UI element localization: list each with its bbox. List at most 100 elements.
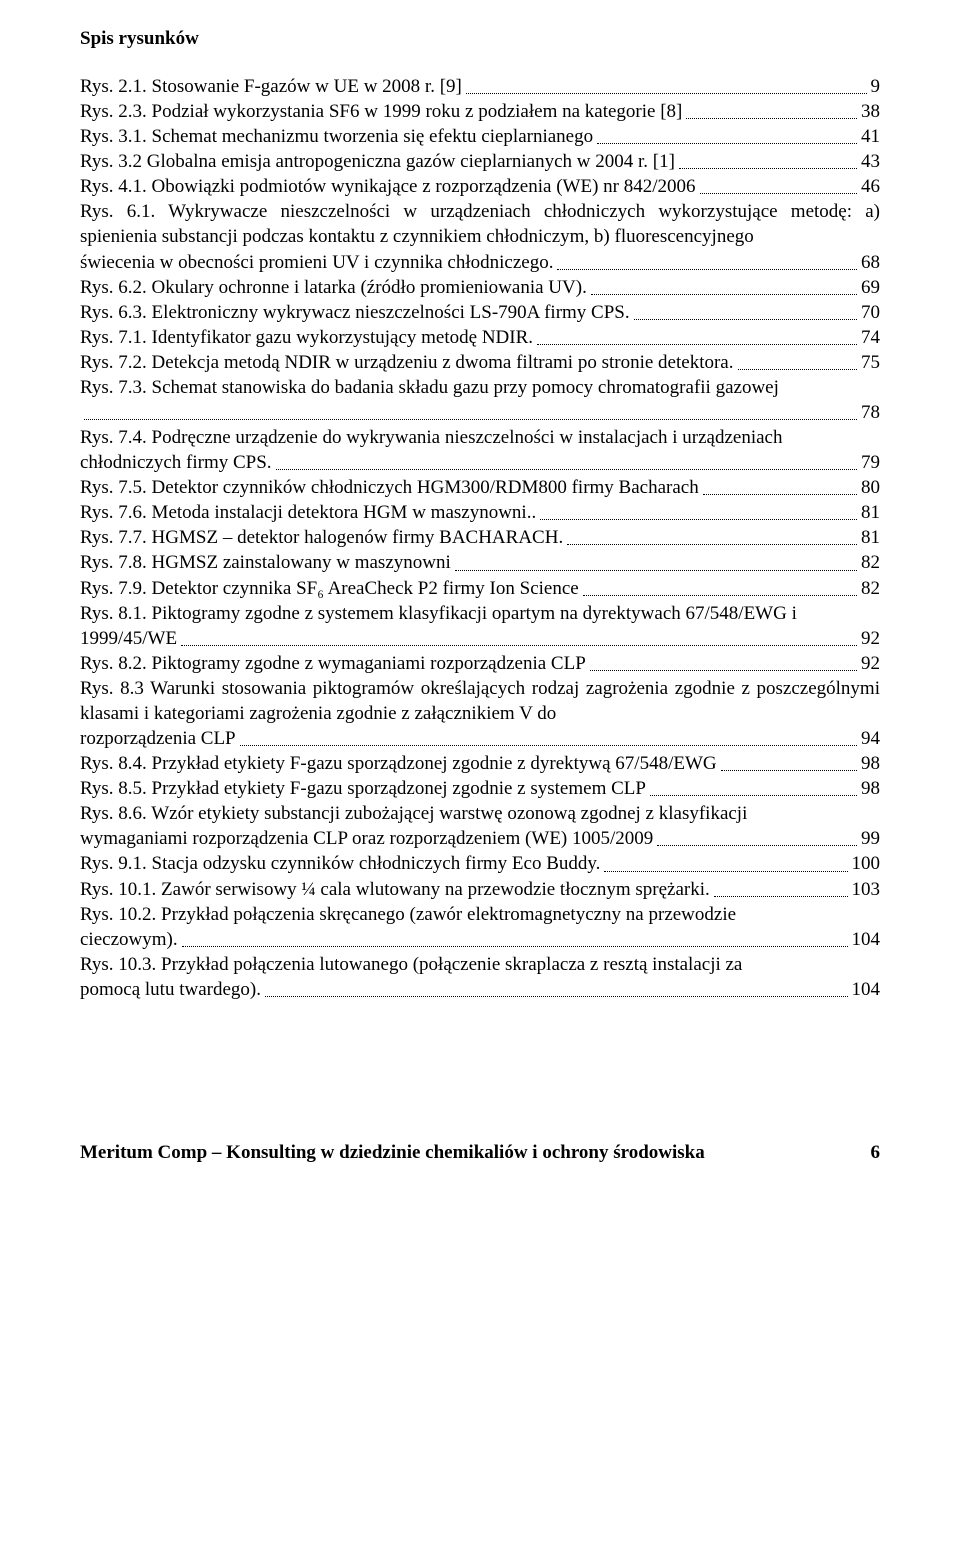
toc-entry-page: 103	[852, 877, 881, 902]
toc-entry-label: Rys. 9.1. Stacja odzysku czynników chłod…	[80, 851, 600, 876]
toc-entry: Rys. 6.2. Okulary ochronne i latarka (źr…	[80, 275, 880, 300]
toc-entry-label: Rys. 7.1. Identyfikator gazu wykorzystuj…	[80, 325, 533, 350]
toc-entry: Rys. 7.1. Identyfikator gazu wykorzystuj…	[80, 325, 880, 350]
toc-leader	[455, 570, 857, 571]
toc-entry: Rys. 10.1. Zawór serwisowy ¼ cala wlutow…	[80, 877, 880, 902]
toc-leader	[265, 996, 848, 997]
toc-entry: Rys. 6.1. Wykrywacze nieszczelności w ur…	[80, 199, 880, 274]
toc-entry-label: Rys. 4.1. Obowiązki podmiotów wynikające…	[80, 174, 696, 199]
toc-entry: Rys. 8.6. Wzór etykiety substancji zuboż…	[80, 801, 880, 851]
toc-entry-label: Rys. 7.8. HGMSZ zainstalowany w maszynow…	[80, 550, 451, 575]
toc-entry-page: 74	[861, 325, 880, 350]
toc-entry-page: 100	[852, 851, 881, 876]
toc-entry-page: 41	[861, 124, 880, 149]
toc-entry-label: Rys. 3.1. Schemat mechanizmu tworzenia s…	[80, 124, 593, 149]
toc-entry: Rys. 7.3. Schemat stanowiska do badania …	[80, 375, 880, 425]
toc-entry-label: Rys. 8.6. Wzór etykiety substancji zuboż…	[80, 801, 880, 826]
toc-leader	[591, 294, 857, 295]
toc-entry-page: 82	[861, 550, 880, 575]
toc-entry: Rys. 9.1. Stacja odzysku czynników chłod…	[80, 851, 880, 876]
toc-leader	[634, 319, 857, 320]
toc-entry-label-tail: wymaganiami rozporządzenia CLP oraz rozp…	[80, 826, 653, 851]
toc-leader	[181, 645, 857, 646]
toc-entry-label-tail: cieczowym).	[80, 927, 178, 952]
toc-entry-page: 98	[861, 776, 880, 801]
toc-entry: Rys. 3.1. Schemat mechanizmu tworzenia s…	[80, 124, 880, 149]
toc-leader	[466, 93, 867, 94]
toc-entry-page: 43	[861, 149, 880, 174]
toc-entry: Rys. 7.7. HGMSZ – detektor halogenów fir…	[80, 525, 880, 550]
toc-entry-label: Rys. 2.3. Podział wykorzystania SF6 w 19…	[80, 99, 682, 124]
toc-entry: Rys. 8.3 Warunki stosowania piktogramów …	[80, 676, 880, 751]
toc-entry-page: 98	[861, 751, 880, 776]
toc-entry-label: Rys. 10.3. Przykład połączenia lutowaneg…	[80, 952, 880, 977]
toc-entry: Rys. 8.2. Piktogramy zgodne z wymaganiam…	[80, 651, 880, 676]
toc-leader	[650, 795, 857, 796]
toc-leader	[583, 595, 857, 596]
toc-entry-label: Rys. 3.2 Globalna emisja antropogeniczna…	[80, 149, 675, 174]
toc-entry: Rys. 7.2. Detekcja metodą NDIR w urządze…	[80, 350, 880, 375]
toc-entry-page: 92	[861, 626, 880, 651]
toc-entry-page: 94	[861, 726, 880, 751]
toc-leader	[84, 419, 857, 420]
toc-entry-label: Rys. 10.1. Zawór serwisowy ¼ cala wlutow…	[80, 877, 710, 902]
toc-entry: Rys. 7.6. Metoda instalacji detektora HG…	[80, 500, 880, 525]
toc-entry-label: Rys. 7.4. Podręczne urządzenie do wykryw…	[80, 425, 880, 450]
toc-entry-label: Rys. 6.3. Elektroniczny wykrywacz nieszc…	[80, 300, 630, 325]
toc-leader	[537, 344, 857, 345]
toc-leader	[276, 469, 857, 470]
toc-leader	[182, 946, 848, 947]
toc-entry: Rys. 7.8. HGMSZ zainstalowany w maszynow…	[80, 550, 880, 575]
toc-entry: Rys. 8.1. Piktogramy zgodne z systemem k…	[80, 601, 880, 651]
toc-entry-label: Rys. 2.1. Stosowanie F-gazów w UE w 2008…	[80, 74, 462, 99]
toc-entry-page: 69	[861, 275, 880, 300]
toc-leader	[567, 544, 857, 545]
toc-entry-label-tail: rozporządzenia CLP	[80, 726, 236, 751]
toc-entry-label: Rys. 7.5. Detektor czynników chłodniczyc…	[80, 475, 699, 500]
toc-leader	[657, 845, 857, 846]
toc-entry-label: Rys. 8.2. Piktogramy zgodne z wymaganiam…	[80, 651, 586, 676]
toc-entry-label: Rys. 7.9. Detektor czynnika SF₆ AreaChec…	[80, 576, 579, 601]
toc-leader	[597, 143, 857, 144]
footer-page-number: 6	[871, 1142, 881, 1164]
toc-entry: Rys. 8.5. Przykład etykiety F-gazu sporz…	[80, 776, 880, 801]
toc-entry-label: Rys. 8.1. Piktogramy zgodne z systemem k…	[80, 601, 880, 626]
toc-entry: Rys. 6.3. Elektroniczny wykrywacz nieszc…	[80, 300, 880, 325]
toc-leader	[700, 193, 857, 194]
toc-entry: Rys. 2.3. Podział wykorzystania SF6 w 19…	[80, 99, 880, 124]
toc-entry: Rys. 8.4. Przykład etykiety F-gazu sporz…	[80, 751, 880, 776]
toc-leader	[714, 896, 848, 897]
toc-entry-label: Rys. 7.7. HGMSZ – detektor halogenów fir…	[80, 525, 563, 550]
toc-entry-page: 81	[861, 525, 880, 550]
toc-entry-page: 92	[861, 651, 880, 676]
toc-entry-label-tail: świecenia w obecności promieni UV i czyn…	[80, 250, 553, 275]
toc-leader	[540, 519, 857, 520]
toc-entry-label: Rys. 8.3 Warunki stosowania piktogramów …	[80, 676, 880, 726]
toc-entry-page: 68	[861, 250, 880, 275]
list-of-figures-heading: Spis rysunków	[80, 28, 880, 50]
toc-leader	[703, 494, 857, 495]
toc-leader	[686, 118, 857, 119]
toc-entry-page: 104	[852, 927, 881, 952]
toc-entry: Rys. 10.3. Przykład połączenia lutowaneg…	[80, 952, 880, 1002]
toc-entry-label: Rys. 7.6. Metoda instalacji detektora HG…	[80, 500, 536, 525]
toc-entry-page: 78	[861, 400, 880, 425]
toc-entry: Rys. 4.1. Obowiązki podmiotów wynikające…	[80, 174, 880, 199]
toc-leader	[679, 168, 857, 169]
toc-leader	[738, 369, 858, 370]
toc-entry: Rys. 3.2 Globalna emisja antropogeniczna…	[80, 149, 880, 174]
toc-leader	[590, 670, 857, 671]
toc-entry-page: 9	[871, 74, 881, 99]
toc-entry-page: 79	[861, 450, 880, 475]
toc-entry-label: Rys. 8.4. Przykład etykiety F-gazu sporz…	[80, 751, 717, 776]
figures-toc: Rys. 2.1. Stosowanie F-gazów w UE w 2008…	[80, 74, 880, 1002]
toc-entry: Rys. 2.1. Stosowanie F-gazów w UE w 2008…	[80, 74, 880, 99]
toc-entry: Rys. 7.9. Detektor czynnika SF₆ AreaChec…	[80, 576, 880, 601]
toc-entry-label: Rys. 7.3. Schemat stanowiska do badania …	[80, 375, 880, 400]
toc-entry-label: Rys. 8.5. Przykład etykiety F-gazu sporz…	[80, 776, 646, 801]
toc-entry: Rys. 7.4. Podręczne urządzenie do wykryw…	[80, 425, 880, 475]
toc-entry-page: 80	[861, 475, 880, 500]
toc-entry-label-tail: 1999/45/WE	[80, 626, 177, 651]
toc-entry-page: 46	[861, 174, 880, 199]
toc-entry: Rys. 10.2. Przykład połączenia skręcaneg…	[80, 902, 880, 952]
